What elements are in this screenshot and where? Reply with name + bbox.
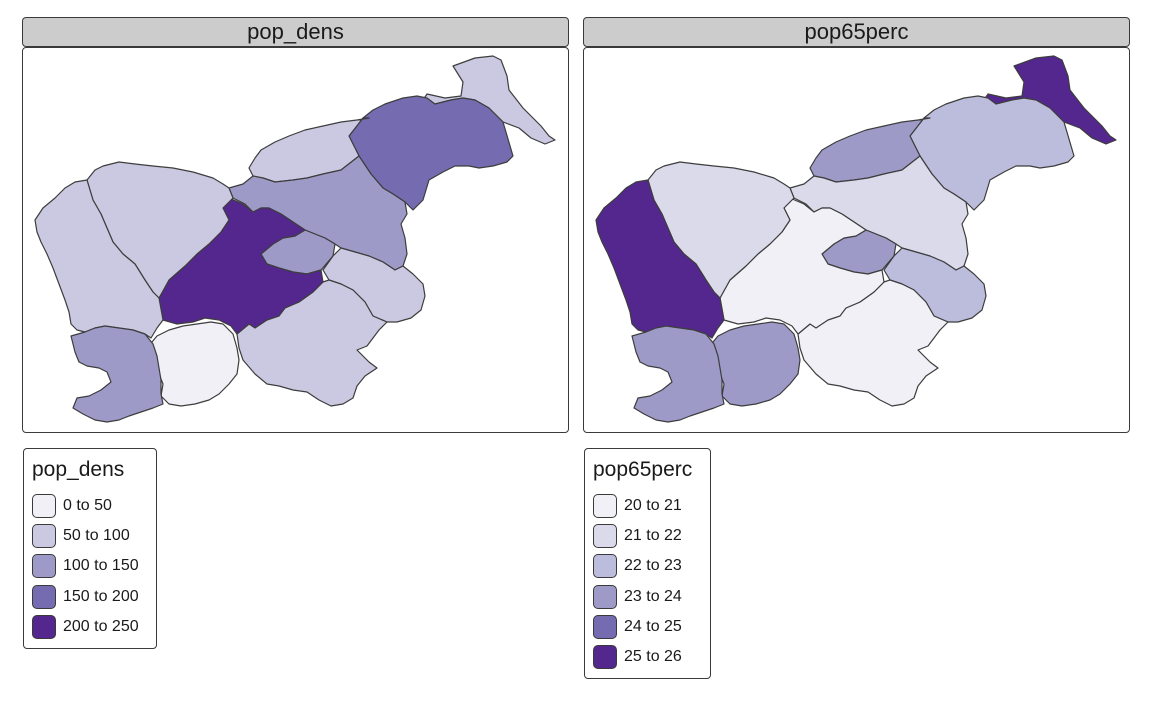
legend-swatch bbox=[32, 614, 56, 639]
legend-label: 0 to 50 bbox=[63, 497, 112, 515]
legend-item: 24 to 25 bbox=[593, 612, 702, 642]
map-panel-pop-dens bbox=[22, 47, 569, 433]
legend-label: 21 to 22 bbox=[624, 527, 682, 545]
legend-items-pop65perc: 20 to 21 21 to 22 22 to 23 23 to 24 24 to 25… bbox=[593, 491, 702, 672]
legend-swatch bbox=[593, 584, 617, 609]
map-region bbox=[631, 325, 725, 423]
legend-item: 150 to 200 bbox=[32, 582, 148, 612]
legend-swatch bbox=[32, 584, 56, 609]
legend-swatch bbox=[32, 524, 56, 549]
map-region bbox=[146, 321, 240, 407]
facet-title-pop65perc: pop65perc bbox=[804, 19, 909, 44]
legend-item: 23 to 24 bbox=[593, 582, 702, 612]
facet-strip-pop65perc: pop65perc bbox=[583, 17, 1130, 47]
legend-item: 100 to 150 bbox=[32, 551, 148, 581]
map-region bbox=[983, 55, 1117, 145]
legend-items-pop-dens: 0 to 50 50 to 100 100 to 150 150 to 200 200 … bbox=[32, 491, 148, 642]
legend-swatch bbox=[593, 554, 617, 579]
legend-item: 50 to 100 bbox=[32, 521, 148, 551]
legend-label: 150 to 200 bbox=[63, 587, 139, 605]
legend-label: 50 to 100 bbox=[63, 527, 130, 545]
map-svg-pop-dens bbox=[34, 55, 556, 423]
legend-title-pop65perc: pop65perc bbox=[593, 458, 693, 481]
legend-item: 25 to 26 bbox=[593, 642, 702, 672]
map-region bbox=[70, 325, 164, 423]
map-panel-pop65perc bbox=[583, 47, 1130, 433]
legend-label: 25 to 26 bbox=[624, 648, 682, 666]
legend-title-pop-dens: pop_dens bbox=[32, 458, 125, 481]
map-svg-pop65perc bbox=[595, 55, 1117, 423]
map-region bbox=[595, 179, 725, 339]
legend-swatch bbox=[593, 524, 617, 549]
legend-swatch bbox=[593, 645, 617, 670]
legend-item: 22 to 23 bbox=[593, 551, 702, 581]
legend-label: 100 to 150 bbox=[63, 557, 139, 575]
legend-item: 0 to 50 bbox=[32, 491, 148, 521]
facet-strip-pop-dens: pop_dens bbox=[22, 17, 569, 47]
legend-label: 23 to 24 bbox=[624, 587, 682, 605]
legend-item: 20 to 21 bbox=[593, 491, 702, 521]
map-region bbox=[34, 179, 164, 339]
legend-label: 20 to 21 bbox=[624, 497, 682, 515]
legend-label: 200 to 250 bbox=[63, 617, 139, 635]
legend-label: 24 to 25 bbox=[624, 617, 682, 635]
legend-swatch bbox=[32, 554, 56, 579]
map-region bbox=[707, 321, 801, 407]
legend-pop65perc: pop65perc 20 to 21 21 to 22 22 to 23 23 to … bbox=[584, 448, 711, 680]
legend-pop-dens: pop_dens 0 to 50 50 to 100 100 to 150 150 t… bbox=[23, 448, 157, 649]
legend-swatch bbox=[32, 494, 56, 519]
legend-item: 200 to 250 bbox=[32, 612, 148, 642]
map-region bbox=[422, 55, 556, 145]
legend-swatch bbox=[593, 494, 617, 519]
facet-title-pop-dens: pop_dens bbox=[247, 19, 344, 44]
legend-label: 22 to 23 bbox=[624, 557, 682, 575]
legend-item: 21 to 22 bbox=[593, 521, 702, 551]
legend-swatch bbox=[593, 614, 617, 639]
